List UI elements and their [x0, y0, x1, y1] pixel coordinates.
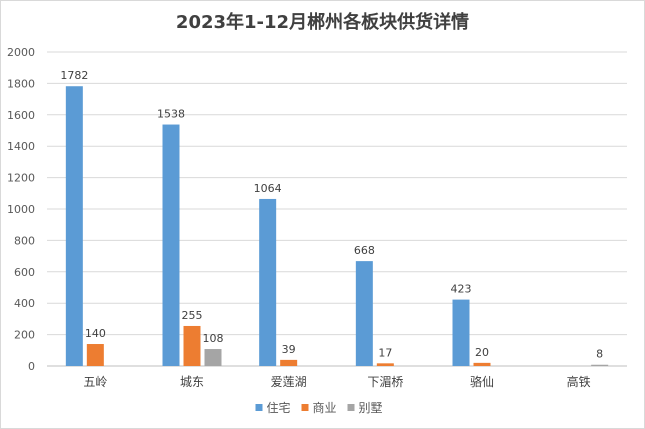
gridlines: [47, 51, 627, 367]
y-tick-label: 1200: [7, 172, 35, 185]
bar: [452, 299, 470, 366]
x-axis-categories: 五岭 城东 爱莲湖 下湄桥 骆仙 高铁: [83, 374, 590, 389]
legend-swatch: [301, 404, 309, 411]
y-tick-label: 600: [14, 266, 35, 279]
data-label: 39: [282, 343, 296, 356]
legend-swatch: [347, 404, 355, 411]
legend-label: 别墅: [359, 401, 383, 415]
bar: [280, 359, 298, 366]
y-tick-label: 800: [14, 234, 35, 247]
y-tick-label: 400: [14, 297, 35, 310]
y-tick-label: 2000: [7, 46, 35, 59]
y-tick-label: 0: [28, 360, 35, 373]
legend-item: 商业: [301, 400, 337, 415]
bar: [591, 364, 609, 366]
data-label: 140: [85, 327, 106, 340]
bar: [355, 261, 373, 366]
bars: [65, 86, 609, 366]
x-category-label: 下湄桥: [367, 375, 403, 389]
data-label: 20: [475, 346, 489, 359]
legend-label: 商业: [313, 400, 337, 415]
x-category-label: 五岭: [83, 375, 107, 389]
x-category-label: 城东: [180, 375, 204, 389]
bar: [162, 124, 180, 366]
y-tick-label: 1600: [7, 109, 35, 122]
data-label: 1064: [254, 182, 282, 195]
bar: [183, 325, 201, 366]
data-label: 17: [378, 346, 392, 359]
legend-label: 住宅: [267, 400, 291, 415]
bar: [86, 344, 104, 366]
x-category-label: 爱莲湖: [271, 374, 307, 389]
data-label: 8: [596, 348, 603, 361]
x-category-label: 高铁: [567, 374, 591, 389]
data-label: 255: [182, 309, 203, 322]
bar: [473, 362, 491, 366]
data-label: 1538: [157, 108, 185, 121]
y-axis-ticks: 0 200 400 600 800 1000 1200 1400 1600 1800 2000: [7, 46, 35, 373]
legend-item: 住宅: [255, 400, 291, 415]
bar: [204, 349, 222, 366]
y-tick-label: 1800: [7, 77, 35, 90]
y-tick-label: 1000: [7, 203, 35, 216]
y-tick-label: 200: [14, 329, 35, 342]
legend: 住宅 商业 别墅: [255, 400, 383, 415]
legend-item: 别墅: [347, 401, 383, 415]
x-category-label: 骆仙: [470, 374, 494, 389]
data-label: 423: [451, 283, 472, 296]
legend-swatch: [255, 404, 263, 411]
bar: [259, 198, 277, 366]
bar: [65, 86, 83, 366]
chart-title: 2023年1-12月郴州各板块供货详情: [175, 12, 470, 33]
data-label: 668: [354, 244, 375, 257]
data-label: 108: [203, 332, 224, 345]
y-tick-label: 1400: [7, 140, 35, 153]
bar: [376, 363, 394, 366]
data-label: 1782: [60, 69, 88, 82]
